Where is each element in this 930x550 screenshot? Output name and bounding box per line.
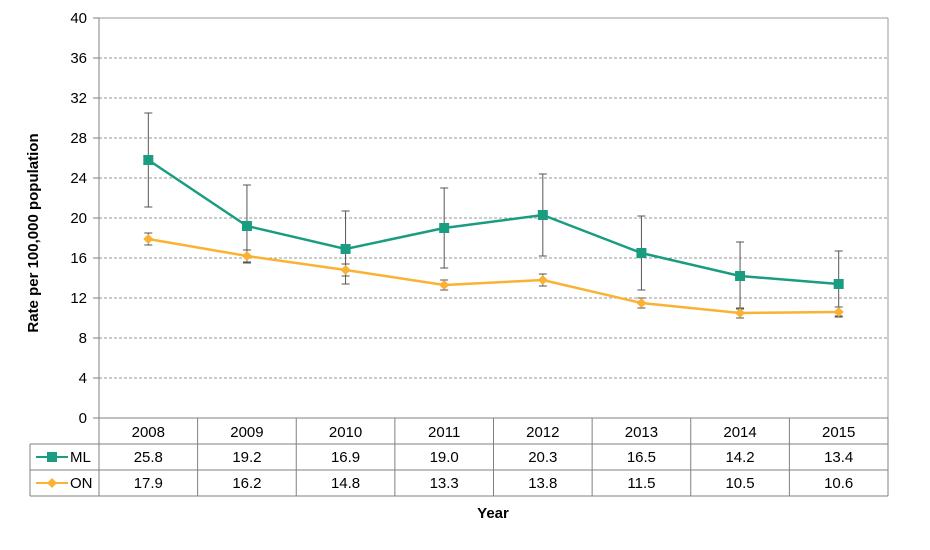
x-tick-label: 2013 <box>625 424 658 441</box>
data-table-cell: 16.5 <box>627 449 656 466</box>
series-line-on <box>148 237 839 315</box>
y-axis-title: Rate per 100,000 population <box>25 133 42 332</box>
data-point-on <box>241 251 252 261</box>
data-table-cell: 20.3 <box>528 449 557 466</box>
data-point-ml <box>735 271 746 281</box>
data-point-ml <box>833 279 844 289</box>
data-table-cell: 25.8 <box>134 449 163 466</box>
x-tick-label: 2009 <box>230 424 263 441</box>
y-tick-label: 12 <box>70 290 87 307</box>
x-axis-title: Year <box>477 505 509 522</box>
data-point-on <box>340 265 351 275</box>
data-point-ml <box>439 223 450 233</box>
data-table-cell: 19.0 <box>430 449 459 466</box>
y-tick-label: 24 <box>70 170 87 187</box>
legend-label-on: ON <box>70 475 93 492</box>
data-point-on <box>636 298 647 308</box>
data-point-on <box>735 308 746 318</box>
data-point-on <box>537 275 548 285</box>
series-line-ml <box>147 158 839 286</box>
y-tick-label: 20 <box>70 210 87 227</box>
y-tick-label: 40 <box>70 10 87 27</box>
y-tick-label: 36 <box>70 50 87 67</box>
y-tick-label: 0 <box>79 410 87 427</box>
data-table-cell: 19.2 <box>232 449 261 466</box>
x-tick-label: 2014 <box>723 424 756 441</box>
data-table-cell: 14.2 <box>725 449 754 466</box>
data-table-cell: 13.8 <box>528 475 557 492</box>
legend-label-ml: ML <box>70 449 91 466</box>
x-tick-label: 2008 <box>132 424 165 441</box>
x-tick-label: 2012 <box>526 424 559 441</box>
y-tick-label: 4 <box>79 370 87 387</box>
data-table-cell: 11.5 <box>627 475 655 492</box>
data-point-on <box>833 307 844 317</box>
legend-key-marker-ml <box>47 452 57 462</box>
data-table-cell: 14.8 <box>331 475 360 492</box>
x-tick-label: 2010 <box>329 424 362 441</box>
y-tick-label: 16 <box>70 250 87 267</box>
data-point-on <box>143 234 154 244</box>
y-tick-label: 28 <box>70 130 87 147</box>
y-tick-label: 32 <box>70 90 87 107</box>
data-point-ml <box>340 244 351 254</box>
data-table-cell: 16.9 <box>331 449 360 466</box>
data-point-ml <box>241 221 252 231</box>
data-table-cell: 10.6 <box>824 475 853 492</box>
data-point-on <box>439 280 450 290</box>
data-table-cell: 16.2 <box>232 475 261 492</box>
x-tick-label: 2011 <box>428 424 460 441</box>
y-tick-label: 8 <box>79 330 87 347</box>
data-table-cell: 17.9 <box>134 475 163 492</box>
data-table-cell: 13.3 <box>430 475 459 492</box>
data-table-cell: 13.4 <box>824 449 853 466</box>
x-tick-label: 2015 <box>822 424 855 441</box>
data-point-ml <box>537 210 548 220</box>
data-table-cell: 10.5 <box>725 475 754 492</box>
data-point-ml <box>143 155 154 165</box>
data-point-ml <box>636 248 647 258</box>
legend-key-marker-on <box>47 478 57 488</box>
